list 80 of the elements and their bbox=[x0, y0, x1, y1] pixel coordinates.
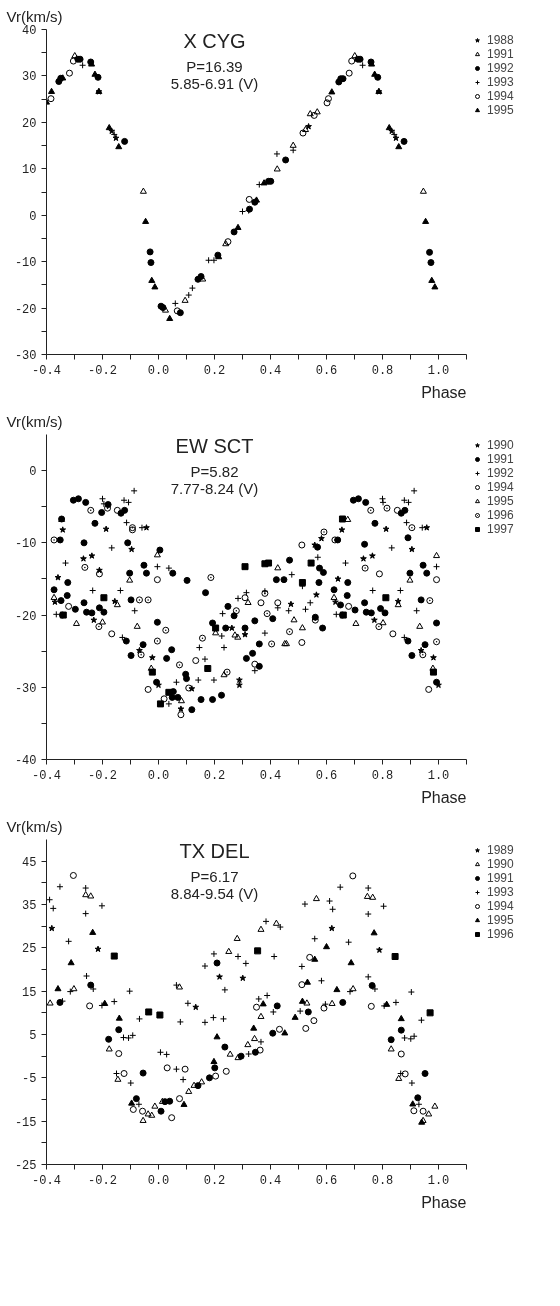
legend-label: 1989 bbox=[487, 843, 514, 857]
y-tick-label: 10 bbox=[22, 163, 37, 178]
x-tick-label: -0.4 bbox=[32, 768, 61, 783]
legend-label: 1995 bbox=[487, 913, 514, 927]
y-tick-label: 40 bbox=[22, 24, 37, 38]
legend-label: 1991 bbox=[487, 452, 514, 466]
y-tick-label: 0 bbox=[29, 209, 37, 224]
x-tick-label: 0.0 bbox=[147, 768, 170, 783]
y-tick-label: -15 bbox=[14, 1115, 37, 1130]
y-tick-label: -40 bbox=[14, 754, 37, 768]
legend-label: 1991 bbox=[487, 871, 514, 885]
x-tick-label: 0.4 bbox=[259, 363, 282, 378]
y-tick-label: -5 bbox=[22, 1072, 37, 1087]
y-tick-label: 45 bbox=[22, 855, 37, 870]
y-axis-title: Vr(km/s) bbox=[6, 412, 63, 430]
legend-label: 1992 bbox=[487, 61, 514, 75]
y-tick-label: 25 bbox=[22, 942, 37, 957]
x-tick-label: 1.0 bbox=[427, 1173, 450, 1188]
x-tick-label: 0.8 bbox=[371, 768, 394, 783]
x-axis-title: Phase bbox=[421, 788, 467, 806]
x-axis-title: Phase bbox=[421, 1193, 467, 1211]
y-tick-label: 15 bbox=[22, 985, 37, 1000]
legend-label: 1996 bbox=[487, 927, 514, 941]
x-tick-label: 0.2 bbox=[203, 363, 226, 378]
y-axis-title: Vr(km/s) bbox=[6, 817, 63, 835]
chart-title: TX DEL bbox=[179, 839, 250, 862]
legend-label: 1993 bbox=[487, 885, 514, 899]
legend-label: 1990 bbox=[487, 857, 514, 871]
y-tick-label: 30 bbox=[22, 70, 37, 85]
x-tick-label: 0.2 bbox=[203, 1173, 226, 1188]
legend-label: 1996 bbox=[487, 508, 514, 522]
x-tick-label: 0.6 bbox=[315, 768, 338, 783]
x-tick-label: 0.4 bbox=[259, 1173, 282, 1188]
legend-label: 1994 bbox=[487, 480, 514, 494]
x-tick-label: 0.8 bbox=[371, 363, 394, 378]
x-tick-label: -0.4 bbox=[32, 1173, 61, 1188]
legend-label: 1994 bbox=[487, 89, 514, 103]
x-tick-label: -0.2 bbox=[88, 768, 117, 783]
x-tick-label: 0.6 bbox=[315, 1173, 338, 1188]
x-tick-label: 0.0 bbox=[147, 1173, 170, 1188]
y-tick-label: -30 bbox=[14, 681, 37, 696]
y-tick-label: -20 bbox=[14, 302, 37, 317]
y-tick-label: 0 bbox=[29, 465, 37, 480]
y-tick-label: -30 bbox=[14, 349, 37, 363]
text: P=6.17 bbox=[190, 867, 239, 885]
chart-title: EW SCT bbox=[175, 434, 254, 457]
text: P=16.39 bbox=[186, 57, 243, 75]
y-tick-label: -25 bbox=[14, 1159, 37, 1173]
annotation: 8.84-9.54 (V) bbox=[170, 884, 259, 902]
x-tick-label: 0.2 bbox=[203, 768, 226, 783]
legend-label: 1995 bbox=[487, 494, 514, 508]
legend-label: 1988 bbox=[487, 33, 514, 47]
x-tick-label: -0.2 bbox=[88, 1173, 117, 1188]
x-tick-label: 0.8 bbox=[371, 1173, 394, 1188]
chart-title: X CYG bbox=[183, 29, 246, 52]
x-tick-label: 1.0 bbox=[427, 363, 450, 378]
y-tick-label: 20 bbox=[22, 116, 37, 131]
x-tick-label: 0.6 bbox=[315, 363, 338, 378]
y-tick-label: -20 bbox=[14, 609, 37, 624]
legend-label: 1997 bbox=[487, 522, 514, 536]
legend-label: 1994 bbox=[487, 899, 514, 913]
legend-label: 1992 bbox=[487, 466, 514, 480]
x-tick-label: 1.0 bbox=[427, 768, 450, 783]
y-tick-label: -10 bbox=[14, 537, 37, 552]
legend-label: 1991 bbox=[487, 47, 514, 61]
annotation: 7.77-8.24 (V) bbox=[170, 479, 259, 497]
legend-label: 1990 bbox=[487, 438, 514, 452]
y-tick-label: 35 bbox=[22, 899, 37, 913]
y-tick-label: -10 bbox=[14, 256, 37, 271]
y-axis-title: Vr(km/s) bbox=[6, 7, 63, 25]
x-tick-label: -0.2 bbox=[88, 363, 117, 378]
x-tick-label: 0.4 bbox=[259, 768, 282, 783]
legend-label: 1993 bbox=[487, 75, 514, 89]
x-tick-label: -0.4 bbox=[32, 363, 61, 378]
legend-label: 1995 bbox=[487, 103, 514, 117]
x-tick-label: 0.0 bbox=[147, 363, 170, 378]
text: P=5.82 bbox=[190, 462, 239, 480]
x-axis-title: Phase bbox=[421, 383, 467, 401]
annotation: 5.85-6.91 (V) bbox=[170, 74, 259, 92]
y-tick-label: 5 bbox=[29, 1029, 37, 1043]
